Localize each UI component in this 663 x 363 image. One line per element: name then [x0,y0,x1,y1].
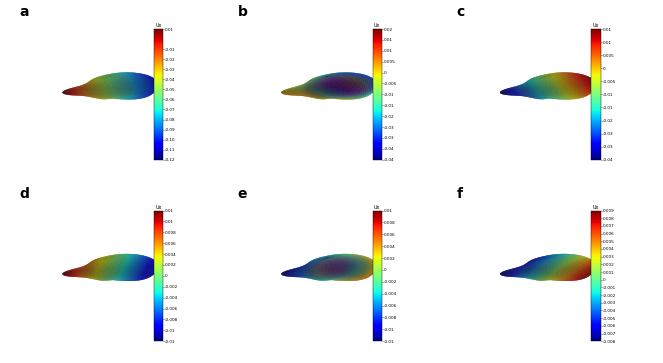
Title: Ux: Ux [374,23,381,28]
Title: Ux: Ux [374,205,381,210]
Title: Ux: Ux [155,205,162,210]
Text: a: a [19,5,29,20]
Text: d: d [19,187,29,201]
Title: Ux: Ux [593,205,599,210]
Title: Ux: Ux [593,23,599,28]
Text: b: b [238,5,247,20]
Title: Ux: Ux [155,23,162,28]
Text: e: e [238,187,247,201]
Text: c: c [457,5,465,20]
Text: f: f [457,187,463,201]
